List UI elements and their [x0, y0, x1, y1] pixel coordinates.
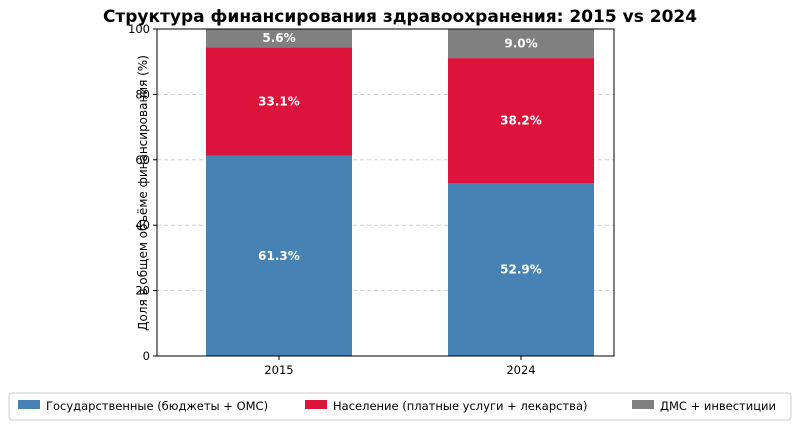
x-axis-ticks: 2015 2024 [264, 356, 536, 377]
legend: Государственные (бюджеты + ОМС) Население… [8, 392, 792, 421]
x-tick-label: 2015 [264, 363, 293, 377]
chart-title: Структура финансирования здравоохранения… [103, 7, 697, 27]
y-tick-label: 100 [128, 22, 150, 36]
data-label: 61.3% [258, 249, 300, 263]
legend-label: Государственные (бюджеты + ОМС) [46, 399, 268, 413]
y-tick-label: 40 [135, 218, 150, 232]
y-tick-label: 60 [135, 153, 150, 167]
data-label: 5.6% [262, 31, 295, 45]
bar-segment [206, 155, 352, 356]
y-tick-label: 80 [135, 87, 150, 101]
bar-segment [448, 28, 594, 59]
y-axis-ticks: 0 20 40 60 80 100 [128, 22, 157, 363]
data-label: 9.0% [504, 36, 537, 50]
legend-swatch [305, 400, 327, 409]
data-label: 38.2% [500, 114, 542, 128]
y-tick-label: 0 [143, 349, 150, 363]
data-label: 33.1% [258, 94, 300, 108]
data-label: 52.9% [500, 263, 542, 277]
data-labels: 61.3% 33.1% 5.6% 52.9% 38.2% 9.0% [258, 31, 542, 276]
plot-frame [156, 28, 615, 357]
bar-segment [448, 58, 594, 184]
legend-label: Население (платные услуги + лекарства) [333, 399, 587, 413]
bar-segment [206, 47, 352, 156]
legend-swatch [18, 400, 40, 409]
legend-swatch [632, 400, 654, 409]
bars [206, 28, 594, 356]
bar-segment [448, 183, 594, 356]
legend-box [8, 392, 792, 421]
y-tick-label: 20 [135, 284, 150, 298]
legend-label: ДМС + инвестиции [660, 399, 776, 413]
x-tick-label: 2024 [506, 363, 535, 377]
bar-segment [206, 29, 352, 48]
y-axis-label: Доля в общем объёме финансирования (%) [136, 55, 150, 331]
